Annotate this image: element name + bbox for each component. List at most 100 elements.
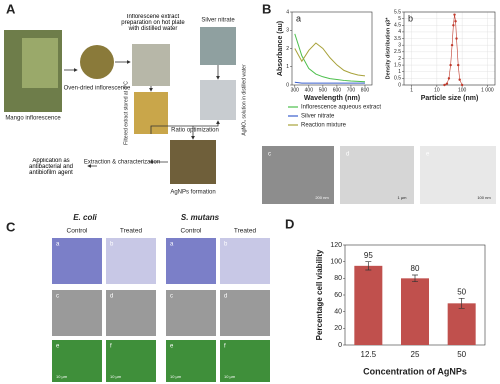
y-tick-label: 0 (286, 82, 289, 88)
caption: Inflorescene extract preparation on hot … (121, 14, 185, 32)
error-bar (458, 297, 465, 309)
legend-label: Inflorescence aqueous extract (301, 105, 381, 111)
panel-label: D (285, 216, 294, 231)
photo (220, 238, 270, 284)
x-axis-title: Particle size (nm) (421, 95, 479, 102)
column-header: Control (67, 228, 89, 235)
y-tick-label: 60 (334, 292, 342, 299)
photo (166, 290, 216, 336)
caption: AgNPs formation (170, 190, 215, 196)
x-tick-label: 100 (458, 87, 467, 93)
scale-bar: 10 µm (224, 374, 236, 379)
y-tick-label: 0.5 (394, 76, 401, 82)
column-header: Treated (120, 228, 143, 235)
x-tick-label: 50 (457, 350, 466, 359)
photo (262, 146, 334, 204)
sub-label: d (346, 152, 349, 158)
panel-label: C (6, 219, 16, 234)
plot-frame (403, 11, 496, 86)
y-tick-label: 100 (330, 259, 342, 266)
photo (52, 238, 102, 284)
scale-bar: 100 nm (477, 195, 491, 200)
column-header: Control (181, 228, 203, 235)
caption: Filtered extract stored at 4°C (123, 81, 129, 145)
bar (447, 303, 476, 345)
y-tick-label: 2 (286, 46, 289, 52)
arrow (150, 120, 220, 134)
photo (22, 38, 58, 88)
y-tick-label: 40 (334, 309, 342, 316)
annotation: a (296, 13, 301, 23)
sub-label: a (170, 242, 174, 248)
point (445, 82, 449, 85)
data-label: 80 (411, 264, 420, 273)
sub-label: b (224, 242, 228, 248)
sub-label: a (56, 242, 60, 248)
x-tick-label: 10 (434, 87, 440, 93)
x-tick-label: 300 (291, 87, 300, 93)
sub-label: e (426, 152, 430, 158)
line (294, 42, 366, 77)
legend-label: Reaction mixture (301, 123, 347, 129)
photo (106, 238, 156, 284)
x-tick-label: 500 (319, 87, 328, 93)
photo (420, 146, 496, 204)
sub-label: f (224, 344, 226, 350)
x-tick-label: 1 000 (481, 87, 494, 93)
caption-box: Inflorescene extract preparation on hot … (121, 14, 185, 32)
x-tick-label: 1 (410, 87, 413, 93)
point (443, 83, 446, 87)
point (454, 20, 457, 23)
photo (52, 290, 102, 336)
photo (170, 140, 216, 184)
sub-label: c (268, 152, 271, 158)
column-header: Treated (234, 228, 257, 235)
panel-label: A (6, 1, 16, 16)
y-axis-title: Percentage cell viability (315, 249, 324, 340)
y-tick-label: 3.5 (394, 36, 401, 42)
photo (166, 238, 216, 284)
scale-bar: 10 µm (56, 374, 68, 379)
point (449, 63, 452, 67)
scale-bar: 1 µm (398, 195, 408, 200)
y-axis-title: Density distribution q3* (385, 17, 391, 80)
y-tick-label: 4 (398, 29, 401, 35)
plot-frame (291, 11, 373, 86)
y-tick-label: 4 (286, 9, 289, 15)
sub-label: b (110, 242, 114, 248)
point (453, 13, 456, 16)
caption: Ratio optimization (171, 128, 219, 134)
photo (106, 290, 156, 336)
y-tick-label: 2.5 (394, 49, 401, 55)
organism: S. mutans (181, 213, 220, 222)
y-tick-label: 120 (330, 242, 342, 249)
y-tick-label: 5 (398, 16, 401, 22)
sub-label: d (224, 294, 227, 300)
scale-bar: 200 nm (315, 195, 329, 200)
x-tick-label: 12.5 (361, 350, 377, 359)
scale-bar: 10 µm (170, 374, 182, 379)
y-tick-label: 1 (398, 69, 401, 75)
x-axis-title: Wavelength (nm) (304, 95, 360, 102)
x-axis-title: Concentration of AgNPs (363, 366, 467, 376)
sub-label: d (110, 294, 113, 300)
y-tick-label: 4.5 (394, 23, 401, 29)
caption: Silver nitrate (201, 18, 235, 24)
y-tick-label: 0 (338, 342, 342, 349)
legend-label: Silver nitrate (301, 114, 335, 120)
point (450, 43, 454, 47)
y-tick-label: 1.5 (394, 62, 401, 68)
point (458, 78, 461, 81)
caption: Mango inflorescence (5, 116, 61, 122)
scale-bar: 10 µm (110, 374, 122, 379)
data-label: 50 (457, 287, 466, 296)
y-tick-label: 20 (334, 325, 342, 332)
x-tick-label: 800 (361, 87, 370, 93)
y-tick-label: 0 (398, 82, 401, 88)
y-tick-label: 80 (334, 275, 342, 282)
panel-label: B (262, 1, 271, 16)
photo (220, 340, 270, 382)
photo (200, 80, 236, 120)
